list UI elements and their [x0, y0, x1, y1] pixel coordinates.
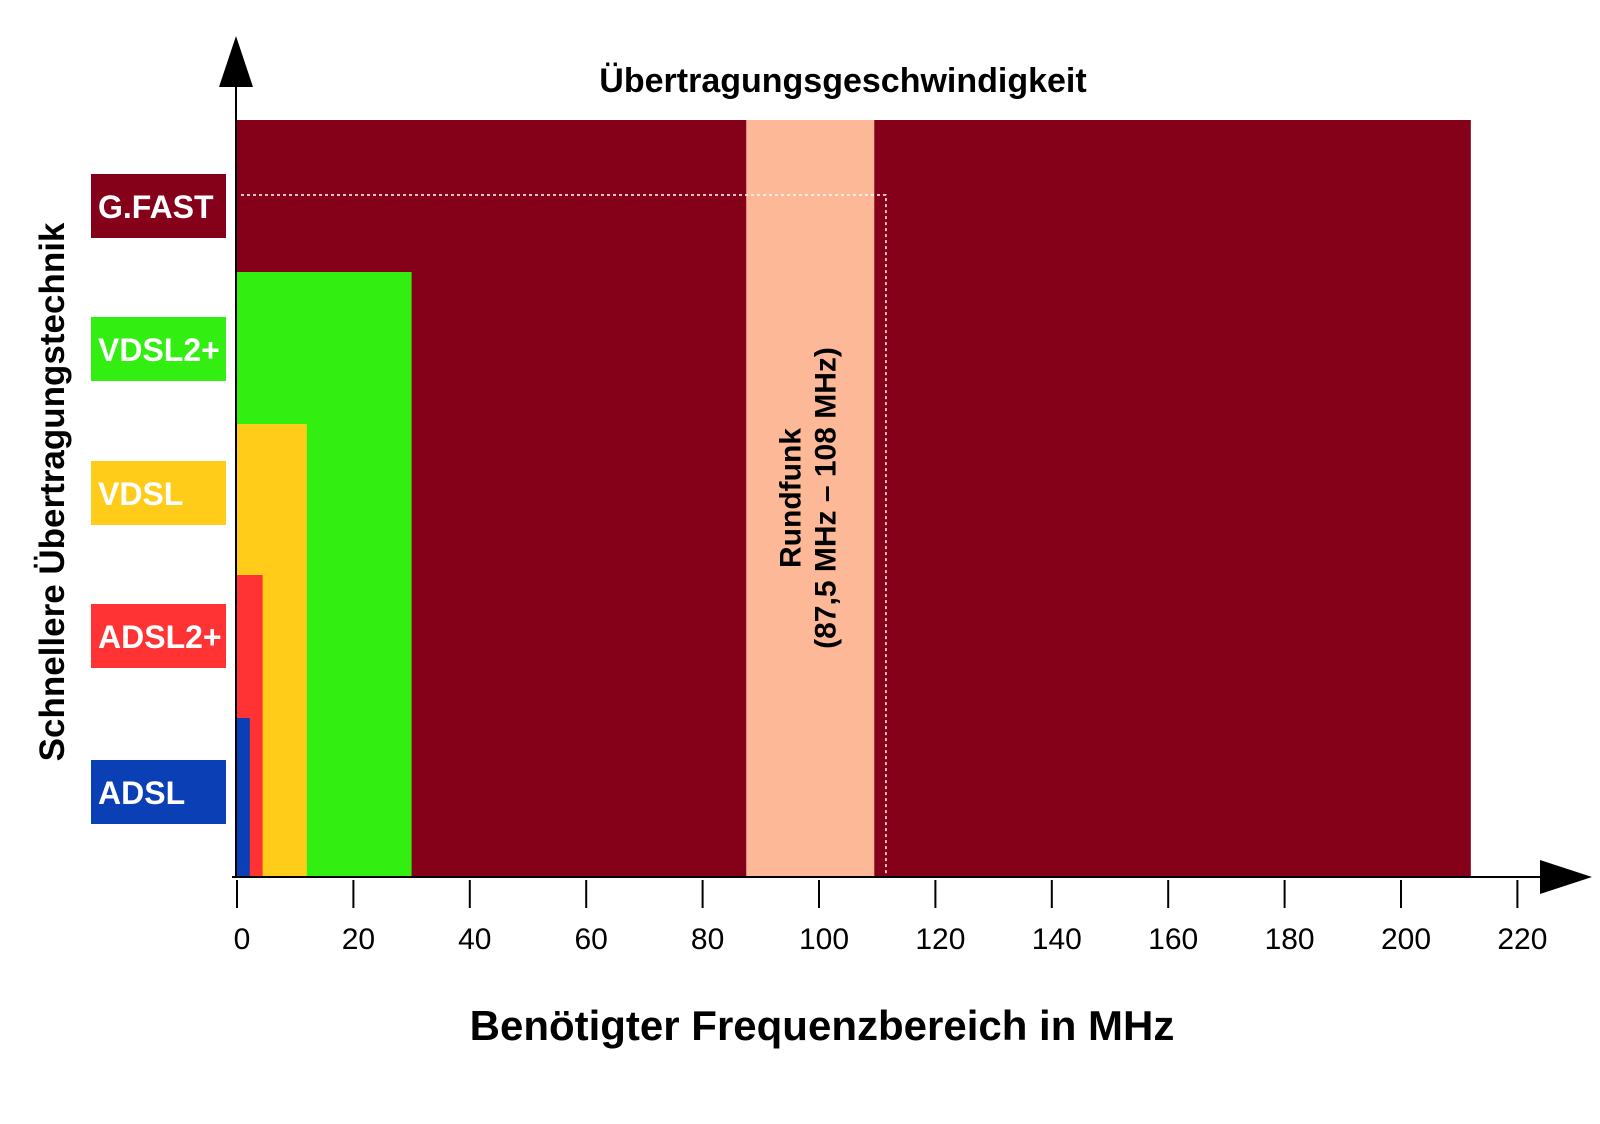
x-axis-arrow	[1540, 860, 1592, 894]
series-label-adsl2-: ADSL2+	[91, 604, 226, 668]
bar-adsl	[237, 718, 250, 877]
series-label-box	[91, 604, 226, 668]
series-label-adsl: ADSL	[91, 760, 226, 824]
x-tick-label: 20	[342, 923, 375, 956]
series-label-box	[91, 317, 226, 381]
y-axis-label: Schnellere Übertragungstechnik	[33, 222, 72, 761]
x-tick-label: 160	[1148, 923, 1198, 956]
reference-dotted-line	[241, 194, 887, 877]
x-tick-label: 180	[1265, 923, 1315, 956]
series-label-box	[91, 461, 226, 525]
x-tick-label: 100	[799, 923, 849, 956]
series-label-g-fast: G.FAST	[91, 174, 226, 238]
x-tick-label: 60	[575, 923, 608, 956]
series-label-box	[91, 760, 226, 824]
x-tick-label: 80	[691, 923, 724, 956]
series-labels-group: ADSL ADSL2+ VDSL VDSL2+ G.FAST	[91, 174, 226, 824]
ticks-group: 0 20 40 60 80 100 120 140 160 180 200 220	[234, 880, 1547, 956]
series-label-text: ADSL2+	[98, 619, 222, 655]
x-tick-label: 220	[1497, 923, 1547, 956]
rundfunk-band	[746, 120, 875, 877]
x-tick-label: 120	[915, 923, 965, 956]
axes-group	[219, 36, 1592, 894]
rundfunk-label: Rundfunk	[774, 428, 807, 568]
chart-title: Übertragungsgeschwindigkeit	[599, 62, 1086, 100]
series-label-vdsl2-: VDSL2+	[91, 317, 226, 381]
series-label-text: VDSL	[98, 476, 183, 512]
x-tick-label: 40	[458, 923, 491, 956]
series-label-text: VDSL2+	[98, 332, 220, 368]
series-label-text: ADSL	[98, 775, 185, 811]
annotation-group: Rundfunk (87,5 MHz – 108 MHz)	[241, 120, 887, 877]
x-tick-label: 0	[234, 923, 251, 956]
rundfunk-range-label: (87,5 MHz – 108 MHz)	[809, 347, 842, 649]
x-axis-label: Benötigter Frequenzbereich in MHz	[470, 1002, 1175, 1049]
x-tick-label: 140	[1032, 923, 1082, 956]
series-label-text: G.FAST	[98, 189, 214, 225]
series-label-vdsl: VDSL	[91, 461, 226, 525]
series-label-box	[91, 174, 226, 238]
y-axis-arrow	[219, 36, 253, 87]
x-tick-label: 200	[1381, 923, 1431, 956]
